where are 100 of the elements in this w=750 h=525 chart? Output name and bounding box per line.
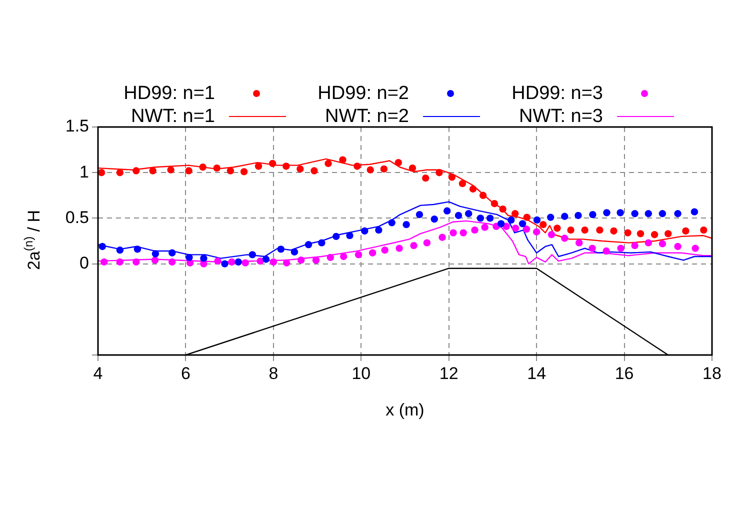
point bbox=[132, 258, 140, 266]
point bbox=[361, 227, 368, 235]
point bbox=[270, 258, 278, 266]
point bbox=[523, 214, 531, 221]
point bbox=[499, 205, 506, 213]
legend-label: HD99: n=2 bbox=[316, 82, 409, 105]
point bbox=[402, 220, 410, 228]
point bbox=[469, 185, 477, 193]
point bbox=[548, 231, 556, 238]
point bbox=[588, 244, 596, 252]
point bbox=[354, 162, 361, 170]
legend-label: NWT: n=1 bbox=[130, 105, 215, 128]
point bbox=[479, 192, 487, 199]
point bbox=[248, 251, 256, 258]
point bbox=[486, 214, 494, 222]
point bbox=[631, 242, 638, 250]
point bbox=[610, 227, 618, 235]
point bbox=[339, 156, 346, 164]
point bbox=[234, 258, 242, 266]
point bbox=[340, 252, 348, 260]
point bbox=[152, 250, 160, 258]
point bbox=[324, 160, 332, 168]
point bbox=[658, 210, 666, 218]
point bbox=[214, 257, 222, 265]
point bbox=[581, 226, 588, 234]
point bbox=[256, 257, 264, 265]
point bbox=[213, 164, 220, 172]
point bbox=[448, 174, 456, 181]
point bbox=[221, 260, 228, 268]
point bbox=[603, 209, 610, 216]
point bbox=[644, 239, 652, 246]
point bbox=[692, 244, 699, 252]
x-tick-label: 4 bbox=[93, 364, 103, 383]
point bbox=[532, 228, 540, 236]
point bbox=[596, 226, 604, 234]
point bbox=[438, 234, 446, 241]
legend-label: HD99: n=3 bbox=[510, 82, 603, 105]
point bbox=[168, 258, 176, 266]
x-tick-label: 16 bbox=[614, 364, 634, 383]
point bbox=[460, 229, 467, 236]
point bbox=[464, 210, 472, 218]
point bbox=[574, 212, 582, 220]
point bbox=[296, 165, 304, 173]
legend-label: NWT: n=2 bbox=[324, 105, 409, 128]
point bbox=[682, 227, 690, 235]
point bbox=[326, 254, 334, 262]
point bbox=[282, 162, 290, 170]
x-axis-title: x (m) bbox=[386, 400, 424, 420]
point bbox=[134, 246, 142, 253]
point bbox=[436, 169, 443, 176]
point bbox=[394, 158, 402, 166]
point bbox=[151, 256, 159, 264]
point bbox=[658, 240, 666, 248]
point bbox=[312, 256, 320, 264]
point bbox=[450, 229, 457, 236]
x-tick-label: 8 bbox=[268, 364, 278, 383]
point bbox=[423, 239, 431, 246]
point bbox=[396, 244, 403, 252]
point bbox=[282, 259, 290, 266]
point bbox=[522, 226, 530, 233]
x-tick-label: 6 bbox=[180, 364, 190, 383]
point bbox=[116, 246, 124, 254]
point bbox=[644, 210, 652, 218]
point bbox=[332, 232, 340, 240]
point bbox=[375, 226, 382, 234]
point bbox=[240, 168, 248, 176]
point bbox=[185, 167, 192, 174]
point bbox=[547, 214, 554, 221]
point bbox=[116, 169, 124, 176]
point bbox=[254, 162, 262, 170]
point bbox=[624, 229, 632, 236]
y-tick-label: 1 bbox=[80, 162, 89, 182]
point bbox=[471, 226, 478, 234]
point bbox=[454, 212, 462, 220]
point bbox=[664, 230, 672, 238]
x-tick-label: 12 bbox=[439, 364, 458, 383]
point bbox=[589, 210, 596, 218]
point bbox=[98, 242, 106, 250]
x-tick-label: 18 bbox=[702, 364, 722, 383]
x-tick-label: 10 bbox=[352, 364, 371, 383]
point bbox=[226, 167, 234, 174]
point bbox=[476, 214, 484, 222]
point bbox=[98, 169, 106, 176]
point bbox=[650, 231, 658, 238]
point bbox=[100, 258, 108, 266]
point bbox=[200, 254, 208, 262]
point bbox=[567, 226, 574, 234]
point bbox=[444, 207, 451, 215]
point bbox=[186, 254, 193, 262]
point bbox=[616, 209, 624, 216]
point bbox=[636, 230, 644, 238]
point bbox=[631, 210, 638, 218]
point bbox=[554, 224, 561, 232]
point bbox=[290, 248, 298, 256]
point bbox=[497, 220, 505, 228]
point bbox=[674, 242, 682, 250]
point bbox=[262, 256, 270, 263]
point bbox=[561, 212, 568, 220]
point bbox=[388, 219, 396, 226]
point bbox=[518, 220, 526, 228]
